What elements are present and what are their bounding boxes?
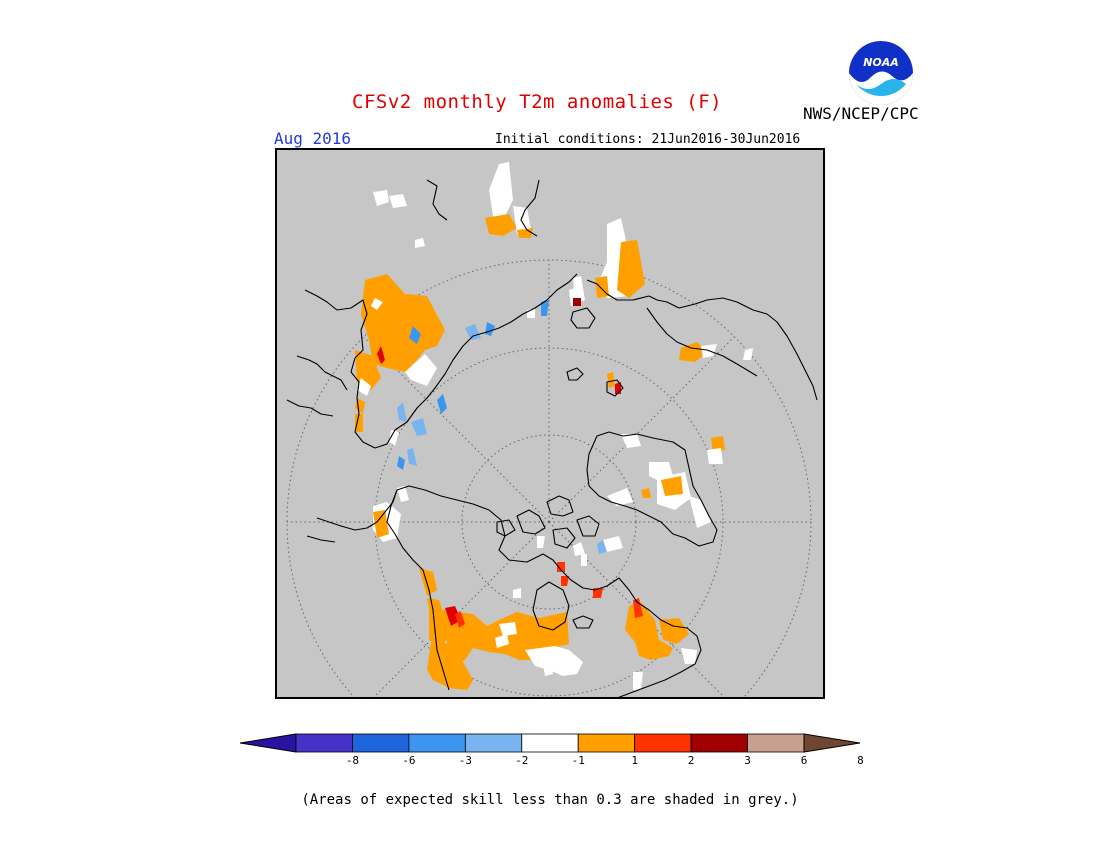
- colorbar: [239, 733, 861, 753]
- initial-conditions: Initial conditions: 21Jun2016-30Jun2016: [495, 132, 801, 147]
- colorbar-tick-label: 1: [631, 754, 638, 767]
- anomaly-patches-asia: [527, 218, 753, 464]
- colorbar-tick-label: -2: [515, 754, 529, 767]
- colorbar-tick-label: -3: [458, 754, 472, 767]
- anomaly-patches-north-america: [373, 486, 697, 690]
- anomaly-patches-greenland: [597, 434, 711, 554]
- colorbar-segment: [577, 733, 636, 753]
- latitude-circle-mid: [374, 347, 724, 697]
- colorbar-segment: [408, 733, 466, 753]
- map-title: CFSv2 monthly T2m anomalies (F): [352, 91, 723, 113]
- colorbar-segment: [295, 733, 353, 753]
- noaa-logo: NOAA: [848, 40, 914, 106]
- colorbar-tick-label: 3: [744, 754, 751, 767]
- forecast-month: Aug 2016: [274, 129, 352, 148]
- colorbar-arrow-left: [239, 733, 297, 753]
- colorbar-segment: [352, 733, 410, 753]
- colorbar-labels: -8 -6 -3 -2 -1 1 2 3 6 8: [240, 754, 864, 770]
- colorbar-tick-label: 2: [687, 754, 695, 767]
- colorbar-tick-label: 8: [857, 754, 864, 767]
- colorbar-segment: [690, 733, 748, 753]
- colorbar-segment: [464, 733, 523, 753]
- colorbar-segment: [634, 733, 692, 753]
- colorbar-segment: [747, 733, 805, 753]
- coastlines: [286, 179, 818, 697]
- svg-text:NOAA: NOAA: [863, 56, 899, 69]
- colorbar-segment: [521, 733, 579, 753]
- colorbar-arrow-right: [803, 733, 861, 753]
- colorbar-tick-label: -1: [571, 754, 585, 767]
- polar-anomaly-map: [275, 148, 825, 699]
- colorbar-tick-label: 6: [800, 754, 808, 767]
- anomaly-patches-europe: [355, 274, 495, 470]
- agency-label: NWS/NCEP/CPC: [803, 104, 919, 123]
- colorbar-tick-label: -6: [402, 754, 416, 767]
- anomaly-patches-africa: [373, 162, 533, 248]
- skill-footnote: (Areas of expected skill less than 0.3 a…: [301, 792, 799, 808]
- colorbar-tick-label: -8: [345, 754, 360, 767]
